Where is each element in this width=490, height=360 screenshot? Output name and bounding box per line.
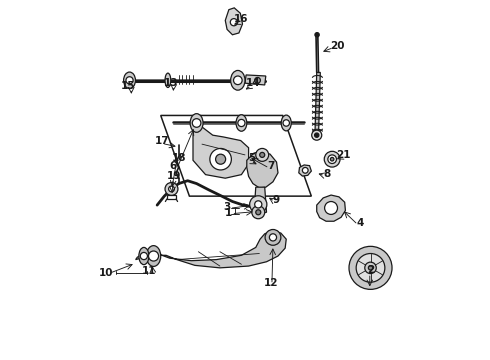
Circle shape (148, 251, 159, 261)
Text: 7: 7 (267, 161, 274, 171)
Ellipse shape (190, 114, 203, 132)
Circle shape (324, 151, 340, 167)
Polygon shape (193, 127, 248, 178)
Polygon shape (299, 165, 311, 176)
Circle shape (126, 77, 133, 84)
Text: 20: 20 (330, 41, 344, 50)
Circle shape (169, 186, 174, 192)
Circle shape (255, 77, 260, 83)
Circle shape (312, 130, 322, 140)
Circle shape (250, 196, 267, 213)
Circle shape (230, 19, 238, 26)
Circle shape (192, 119, 201, 127)
Text: 4: 4 (356, 218, 364, 228)
Text: 5: 5 (248, 153, 256, 163)
Polygon shape (225, 8, 243, 35)
Text: 10: 10 (98, 267, 113, 278)
Circle shape (315, 33, 319, 37)
Text: 12: 12 (264, 278, 278, 288)
Circle shape (368, 266, 373, 270)
Text: 2: 2 (368, 265, 375, 275)
Text: 9: 9 (273, 195, 280, 205)
Ellipse shape (165, 73, 171, 87)
Polygon shape (245, 75, 266, 85)
Circle shape (252, 206, 265, 219)
Circle shape (365, 262, 376, 274)
Circle shape (255, 201, 262, 208)
Text: 19: 19 (167, 171, 181, 181)
Circle shape (234, 76, 242, 85)
Circle shape (330, 157, 334, 161)
Polygon shape (247, 151, 278, 188)
Circle shape (210, 148, 231, 170)
Text: 8: 8 (324, 168, 331, 179)
Circle shape (302, 167, 308, 173)
Ellipse shape (231, 71, 245, 90)
Circle shape (283, 120, 290, 126)
Text: 14: 14 (246, 78, 261, 88)
Text: 16: 16 (233, 14, 248, 24)
Text: 21: 21 (336, 150, 351, 160)
Ellipse shape (236, 115, 247, 131)
Text: 6: 6 (170, 161, 177, 171)
Polygon shape (315, 72, 320, 135)
Text: 11: 11 (142, 266, 156, 276)
Circle shape (140, 252, 147, 260)
Circle shape (260, 152, 265, 157)
Ellipse shape (147, 246, 161, 266)
Polygon shape (254, 187, 267, 214)
Circle shape (315, 133, 319, 137)
Polygon shape (317, 195, 345, 221)
Text: 18: 18 (172, 153, 186, 163)
Circle shape (328, 155, 337, 163)
Circle shape (216, 154, 225, 164)
Circle shape (256, 148, 269, 161)
Circle shape (324, 202, 338, 215)
Circle shape (256, 210, 261, 215)
Ellipse shape (281, 115, 291, 131)
Text: 15: 15 (121, 81, 136, 91)
Text: 13: 13 (164, 78, 179, 88)
Circle shape (270, 234, 276, 241)
Circle shape (349, 246, 392, 289)
Circle shape (356, 253, 385, 282)
Text: 1: 1 (225, 208, 232, 218)
Ellipse shape (139, 247, 149, 265)
Text: 17: 17 (154, 136, 169, 146)
Circle shape (165, 183, 178, 195)
Polygon shape (136, 231, 286, 268)
Circle shape (238, 120, 245, 127)
Ellipse shape (123, 72, 135, 89)
Circle shape (265, 229, 281, 245)
Text: 3: 3 (223, 202, 231, 212)
